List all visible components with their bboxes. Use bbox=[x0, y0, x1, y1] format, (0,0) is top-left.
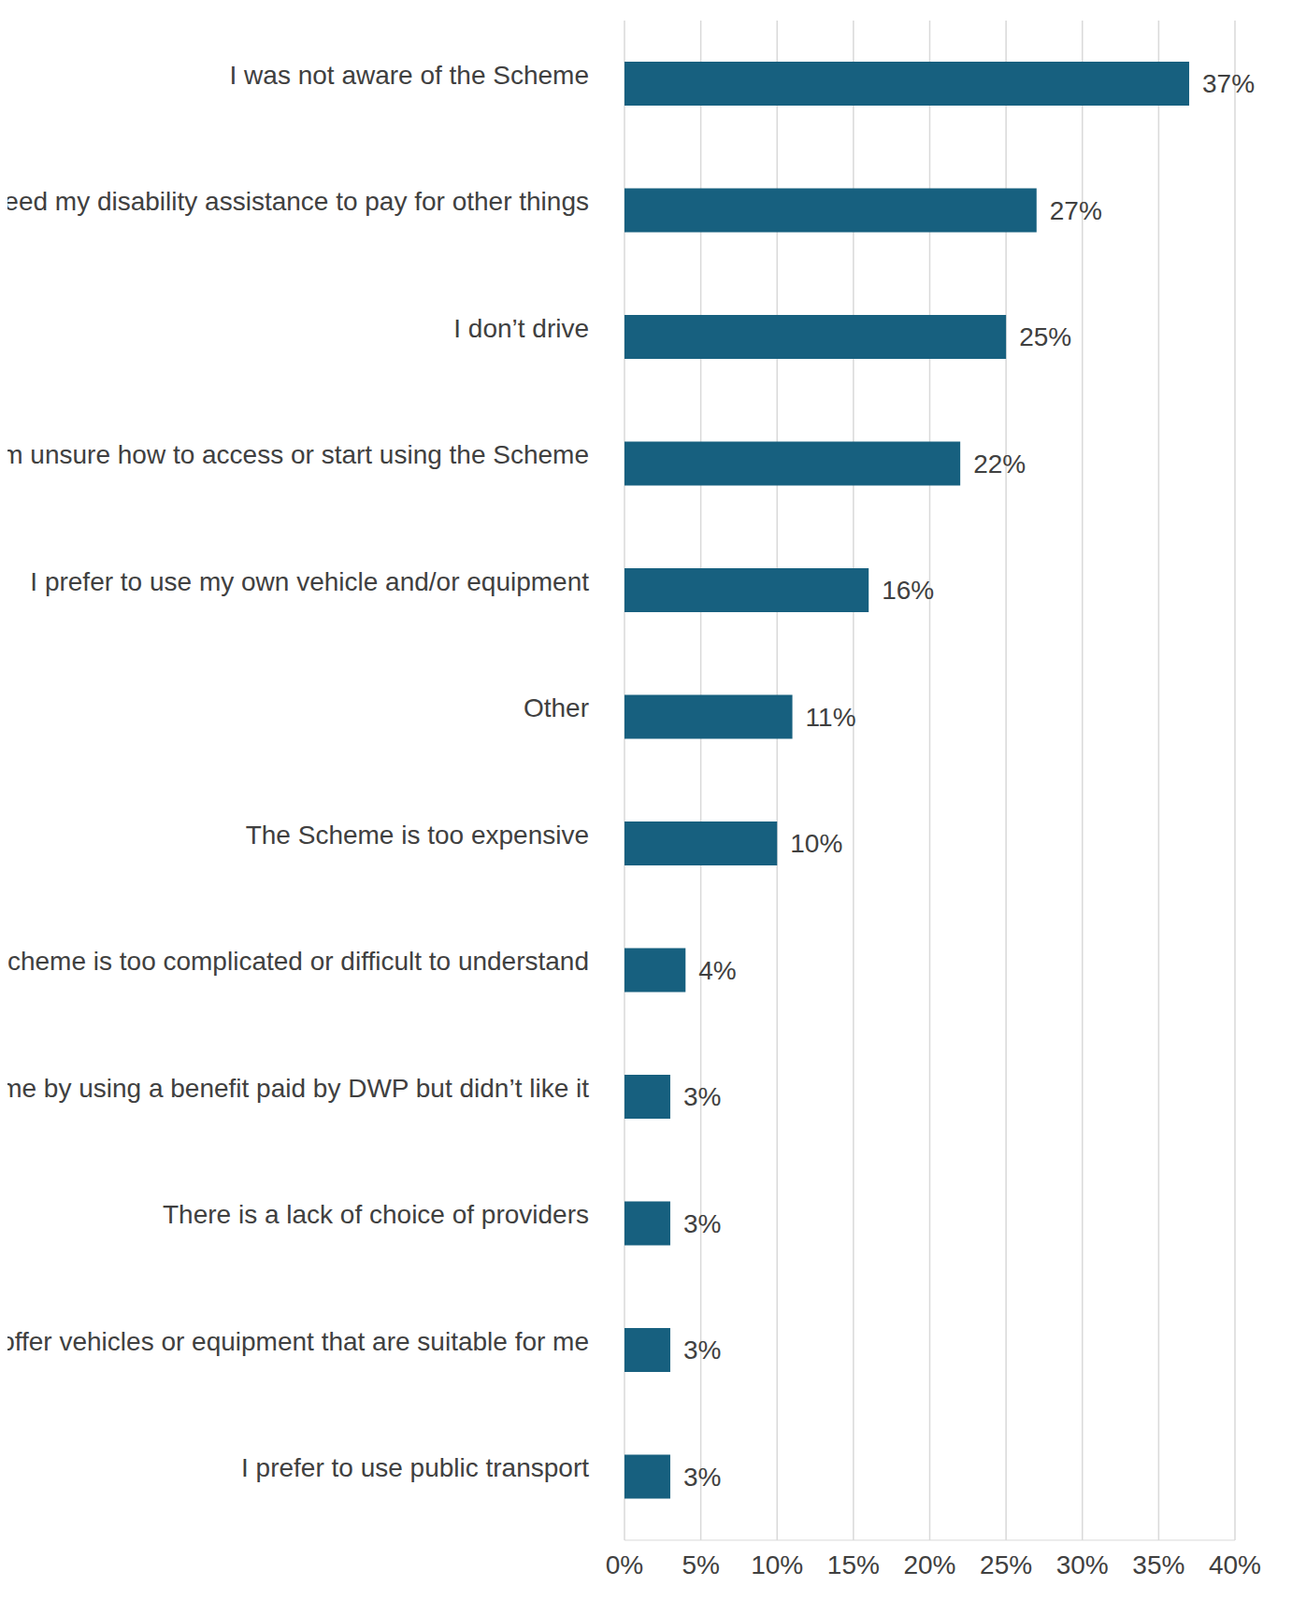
svg-text:10%: 10% bbox=[750, 1550, 804, 1580]
svg-text:I prefer to use my own vehicle: I prefer to use my own vehicle and/or eq… bbox=[29, 567, 589, 597]
svg-text:10%: 10% bbox=[789, 829, 843, 859]
svg-text:The Scheme does not offer vehi: The Scheme does not offer vehicles or eq… bbox=[7, 1327, 589, 1357]
svg-text:3%: 3% bbox=[683, 1082, 721, 1112]
svg-text:3%: 3% bbox=[683, 1463, 721, 1493]
svg-text:The Scheme is too expensive: The Scheme is too expensive bbox=[245, 820, 589, 850]
svg-text:15%: 15% bbox=[827, 1550, 880, 1580]
svg-text:3%: 3% bbox=[683, 1335, 721, 1365]
svg-text:27%: 27% bbox=[1049, 196, 1103, 226]
svg-text:11%: 11% bbox=[805, 703, 857, 733]
svg-text:30%: 30% bbox=[1056, 1550, 1109, 1580]
svg-text:16%: 16% bbox=[881, 575, 934, 605]
svg-text:There is a lack of choice of p: There is a lack of choice of providers bbox=[162, 1200, 589, 1230]
svg-text:I prefer to use public transpo: I prefer to use public transport bbox=[241, 1453, 589, 1483]
svg-text:37%: 37% bbox=[1202, 69, 1255, 99]
svg-text:25%: 25% bbox=[979, 1550, 1033, 1580]
svg-text:The Scheme is too complicated: The Scheme is too complicated or difficu… bbox=[7, 947, 589, 977]
svg-text:25%: 25% bbox=[1019, 322, 1072, 352]
svg-text:5%: 5% bbox=[681, 1550, 719, 1580]
svg-text:0%: 0% bbox=[605, 1550, 644, 1580]
svg-text:I have used the pre-AVE Scheme: I have used the pre-AVE Scheme by using … bbox=[7, 1074, 589, 1104]
svg-text:40%: 40% bbox=[1208, 1550, 1262, 1580]
svg-text:I was not aware of the Scheme: I was not aware of the Scheme bbox=[229, 60, 589, 90]
svg-text:I need my disability assistanc: I need my disability assistance to pay f… bbox=[7, 186, 589, 216]
svg-text:I don’t drive: I don’t drive bbox=[453, 314, 589, 344]
svg-text:3%: 3% bbox=[683, 1209, 721, 1239]
svg-text:I am unsure how to access or s: I am unsure how to access or start using… bbox=[7, 440, 589, 470]
svg-text:Other: Other bbox=[523, 693, 589, 723]
svg-text:22%: 22% bbox=[973, 449, 1026, 479]
svg-text:4%: 4% bbox=[698, 956, 736, 986]
svg-text:20%: 20% bbox=[903, 1550, 956, 1580]
svg-text:35%: 35% bbox=[1132, 1550, 1185, 1580]
